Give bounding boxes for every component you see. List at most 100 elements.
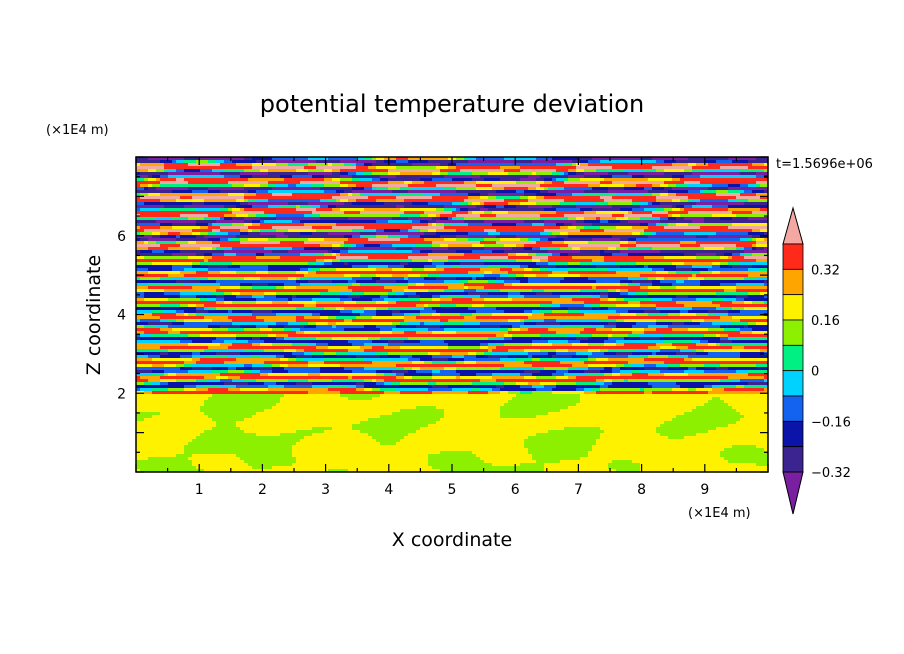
field-cell [400,205,405,209]
field-cell [520,169,525,173]
field-cell [200,169,205,173]
field-cell [344,181,349,185]
field-cell [596,193,601,197]
field-cell [252,208,257,212]
field-cell [500,190,505,194]
field-cell [696,175,701,179]
field-cell [532,196,537,200]
field-cell [732,196,737,200]
field-cell [348,166,353,170]
field-cell [528,208,533,212]
field-cell [436,160,441,164]
field-cell [324,163,329,167]
field-cell [552,205,557,209]
field-cell [280,190,285,194]
field-cell [656,190,661,194]
field-cell [264,160,269,164]
field-cell [636,160,641,164]
field-cell [532,181,537,185]
field-cell [548,178,553,182]
field-cell [720,160,725,164]
field-cell [496,175,501,179]
field-cell [320,172,325,176]
field-cell [448,187,453,191]
field-cell [168,178,173,182]
field-cell [560,178,565,182]
field-cell [424,178,429,182]
field-cell [260,178,265,182]
field-cell [592,208,597,212]
field-cell [504,175,509,179]
field-cell [476,184,481,188]
field-cell [396,157,401,161]
field-cell [640,193,645,197]
field-cell [604,163,609,167]
field-cell [648,172,653,176]
field-cell [288,199,293,203]
field-cell [476,208,481,212]
field-cell [488,178,493,182]
field-cell [372,196,377,200]
field-cell [424,157,429,161]
field-cell [368,202,373,206]
field-cell [376,208,381,212]
field-cell [616,178,621,182]
field-cell [752,196,757,200]
field-cell [484,160,489,164]
field-cell [320,160,325,164]
field-cell [436,166,441,170]
field-cell [672,202,677,206]
field-cell [472,196,477,200]
field-cell [524,163,529,167]
field-cell [740,166,745,170]
field-cell [456,175,461,179]
field-cell [144,160,149,164]
field-cell [672,205,677,209]
field-cell [396,172,401,176]
field-cell [432,166,437,170]
field-cell [724,193,729,197]
field-cell [496,196,501,200]
field-cell [188,160,193,164]
field-cell [660,184,665,188]
field-cell [348,157,353,161]
field-cell [540,157,545,161]
field-cell [324,184,329,188]
field-cell [376,193,381,197]
field-cell [728,166,733,170]
field-cell [336,160,341,164]
field-cell [280,166,285,170]
field-cell [260,184,265,188]
field-cell [188,202,193,206]
field-cell [748,193,753,197]
field-cell [300,166,305,170]
field-cell [540,169,545,173]
field-cell [452,199,457,203]
field-cell [684,193,689,197]
chart-title: potential temperature deviation [260,90,644,118]
field-cell [604,205,609,209]
field-cell [660,190,665,194]
field-cell [480,208,485,212]
field-cell [652,163,657,167]
field-cell [140,196,145,200]
field-cell [440,196,445,200]
field-cell [644,202,649,206]
field-cell [428,208,433,212]
field-cell [760,190,765,194]
field-cell [472,160,477,164]
field-cell [380,175,385,179]
field-cell [512,175,517,179]
field-cell [428,199,433,203]
field-cell [512,160,517,164]
field-cell [648,163,653,167]
field-cell [356,169,361,173]
field-cell [732,199,737,203]
field-cell [352,178,357,182]
field-cell [664,199,669,203]
field-cell [232,157,237,161]
field-cell [464,163,469,167]
field-cell [504,181,509,185]
field-cell [340,163,345,167]
field-cell [248,178,253,182]
